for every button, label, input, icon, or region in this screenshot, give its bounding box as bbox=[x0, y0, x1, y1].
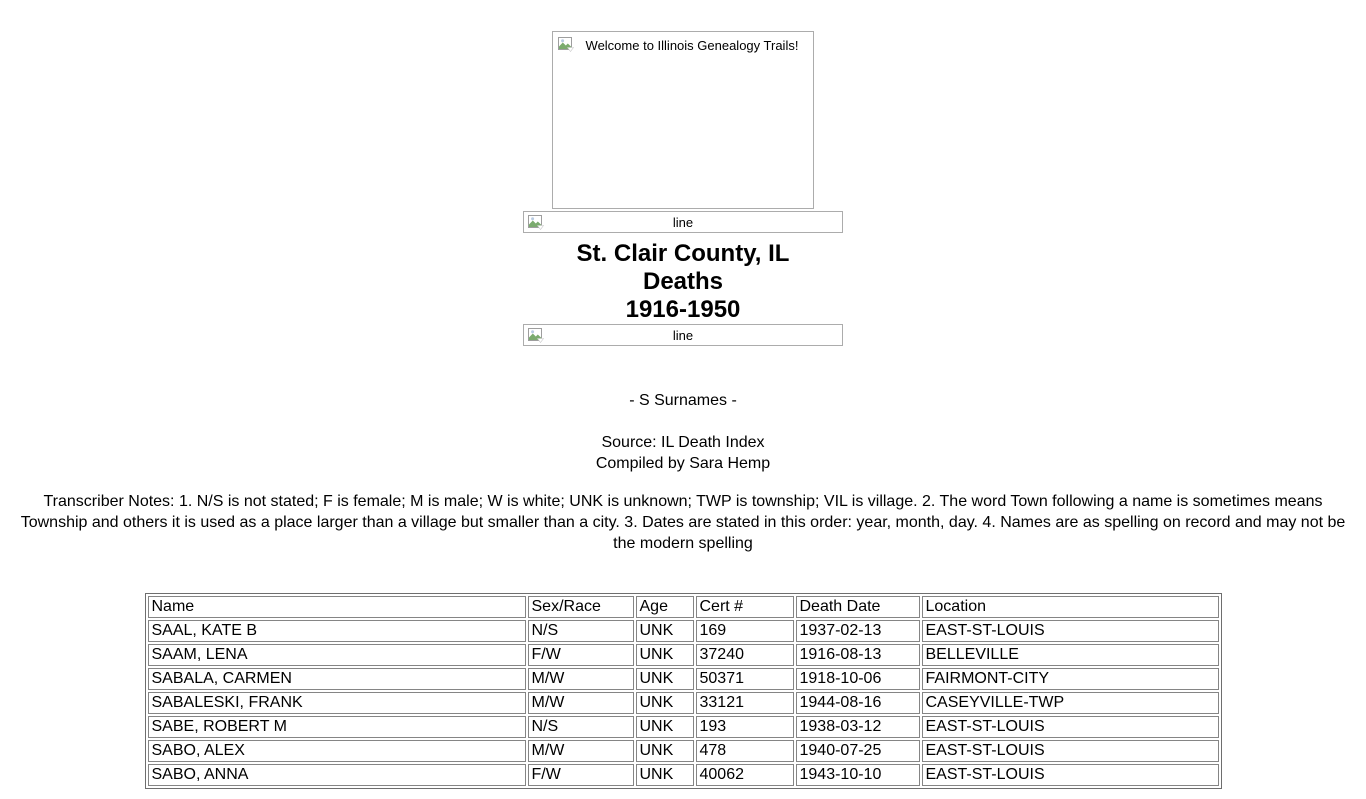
table-cell: 33121 bbox=[695, 692, 794, 714]
table-cell: 1944-08-16 bbox=[795, 692, 920, 714]
table-cell: 478 bbox=[695, 740, 794, 762]
table-cell: SABALESKI, FRANK bbox=[147, 692, 526, 714]
line-divider-alt-text: line bbox=[672, 215, 694, 230]
column-header: Name bbox=[147, 596, 526, 618]
source-block: Source: IL Death Index Compiled by Sara … bbox=[0, 432, 1366, 474]
column-header: Location bbox=[921, 596, 1219, 618]
table-cell: SABO, ANNA bbox=[147, 764, 526, 786]
table-cell: M/W bbox=[527, 668, 634, 690]
table-cell: UNK bbox=[635, 716, 694, 738]
welcome-banner-alt-text: Welcome to Illinois Genealogy Trails! bbox=[585, 38, 799, 53]
table-cell: N/S bbox=[527, 716, 634, 738]
table-cell: 1943-10-10 bbox=[795, 764, 920, 786]
table-cell: 1918-10-06 bbox=[795, 668, 920, 690]
table-header-row: Name Sex/Race Age Cert # Death Date Location bbox=[147, 596, 1219, 618]
line-divider-alt-text: line bbox=[672, 328, 694, 343]
table-cell: SABALA, CARMEN bbox=[147, 668, 526, 690]
table-row: SABE, ROBERT M N/S UNK 193 1938-03-12 EAST-ST… bbox=[147, 716, 1219, 738]
page-title-deaths: Deaths bbox=[642, 268, 724, 295]
welcome-banner-broken-image: Welcome to Illinois Genealogy Trails! bbox=[552, 31, 814, 209]
table-cell: 1916-08-13 bbox=[795, 644, 920, 666]
table-cell: FAIRMONT-CITY bbox=[921, 668, 1219, 690]
table-row: SABALA, CARMEN M/W UNK 50371 1918-10-06 FAIRM… bbox=[147, 668, 1219, 690]
table-cell: EAST-ST-LOUIS bbox=[921, 764, 1219, 786]
table-cell: 1940-07-25 bbox=[795, 740, 920, 762]
table-cell: F/W bbox=[527, 764, 634, 786]
table-cell: EAST-ST-LOUIS bbox=[921, 740, 1219, 762]
broken-image-icon bbox=[528, 328, 544, 343]
source-line: Source: IL Death Index bbox=[601, 434, 765, 451]
table-row: SABO, ALEX M/W UNK 478 1940-07-25 EAST-ST-LOU… bbox=[147, 740, 1219, 762]
table-cell: M/W bbox=[527, 740, 634, 762]
table-cell: M/W bbox=[527, 692, 634, 714]
broken-image-icon bbox=[558, 37, 574, 52]
table-cell: SAAM, LENA bbox=[147, 644, 526, 666]
page-title: St. Clair County, IL Deaths 1916-1950 bbox=[0, 240, 1366, 324]
table-cell: EAST-ST-LOUIS bbox=[921, 620, 1219, 642]
broken-image-icon bbox=[528, 215, 544, 230]
table-cell: SABE, ROBERT M bbox=[147, 716, 526, 738]
table-cell: 40062 bbox=[695, 764, 794, 786]
deaths-table: Name Sex/Race Age Cert # Death Date Location … bbox=[144, 593, 1222, 789]
page-title-county: St. Clair County, IL bbox=[576, 240, 790, 267]
table-cell: SAAL, KATE B bbox=[147, 620, 526, 642]
table-cell: UNK bbox=[635, 620, 694, 642]
transcriber-notes: Transcriber Notes: 1. N/S is not stated;… bbox=[20, 493, 1346, 552]
table-row: SAAM, LENA F/W UNK 37240 1916-08-13 BELLEVILL… bbox=[147, 644, 1219, 666]
column-header: Age bbox=[635, 596, 694, 618]
column-header: Cert # bbox=[695, 596, 794, 618]
table-cell: EAST-ST-LOUIS bbox=[921, 716, 1219, 738]
table-cell: UNK bbox=[635, 644, 694, 666]
table-cell: UNK bbox=[635, 764, 694, 786]
table-cell: 37240 bbox=[695, 644, 794, 666]
table-cell: CASEYVILLE-TWP bbox=[921, 692, 1219, 714]
table-cell: UNK bbox=[635, 668, 694, 690]
table-cell: BELLEVILLE bbox=[921, 644, 1219, 666]
table-cell: UNK bbox=[635, 692, 694, 714]
table-row: SAAL, KATE B N/S UNK 169 1937-02-13 EAST-ST-L… bbox=[147, 620, 1219, 642]
column-header: Death Date bbox=[795, 596, 920, 618]
table-cell: SABO, ALEX bbox=[147, 740, 526, 762]
compiled-by-line: Compiled by Sara Hemp bbox=[595, 455, 771, 472]
table-cell: UNK bbox=[635, 740, 694, 762]
table-cell: 50371 bbox=[695, 668, 794, 690]
table-cell: F/W bbox=[527, 644, 634, 666]
table-row: SABO, ANNA F/W UNK 40062 1943-10-10 EAST-ST-L… bbox=[147, 764, 1219, 786]
page-title-years: 1916-1950 bbox=[625, 296, 741, 323]
table-cell: N/S bbox=[527, 620, 634, 642]
table-cell: 1938-03-12 bbox=[795, 716, 920, 738]
surnames-heading: - S Surnames - bbox=[629, 392, 737, 409]
table-row: SABALESKI, FRANK M/W UNK 33121 1944-08-16 CAS… bbox=[147, 692, 1219, 714]
table-cell: 193 bbox=[695, 716, 794, 738]
table-cell: 1937-02-13 bbox=[795, 620, 920, 642]
line-divider-broken-image: line bbox=[523, 211, 843, 233]
column-header: Sex/Race bbox=[527, 596, 634, 618]
line-divider-broken-image: line bbox=[523, 324, 843, 346]
table-cell: 169 bbox=[695, 620, 794, 642]
